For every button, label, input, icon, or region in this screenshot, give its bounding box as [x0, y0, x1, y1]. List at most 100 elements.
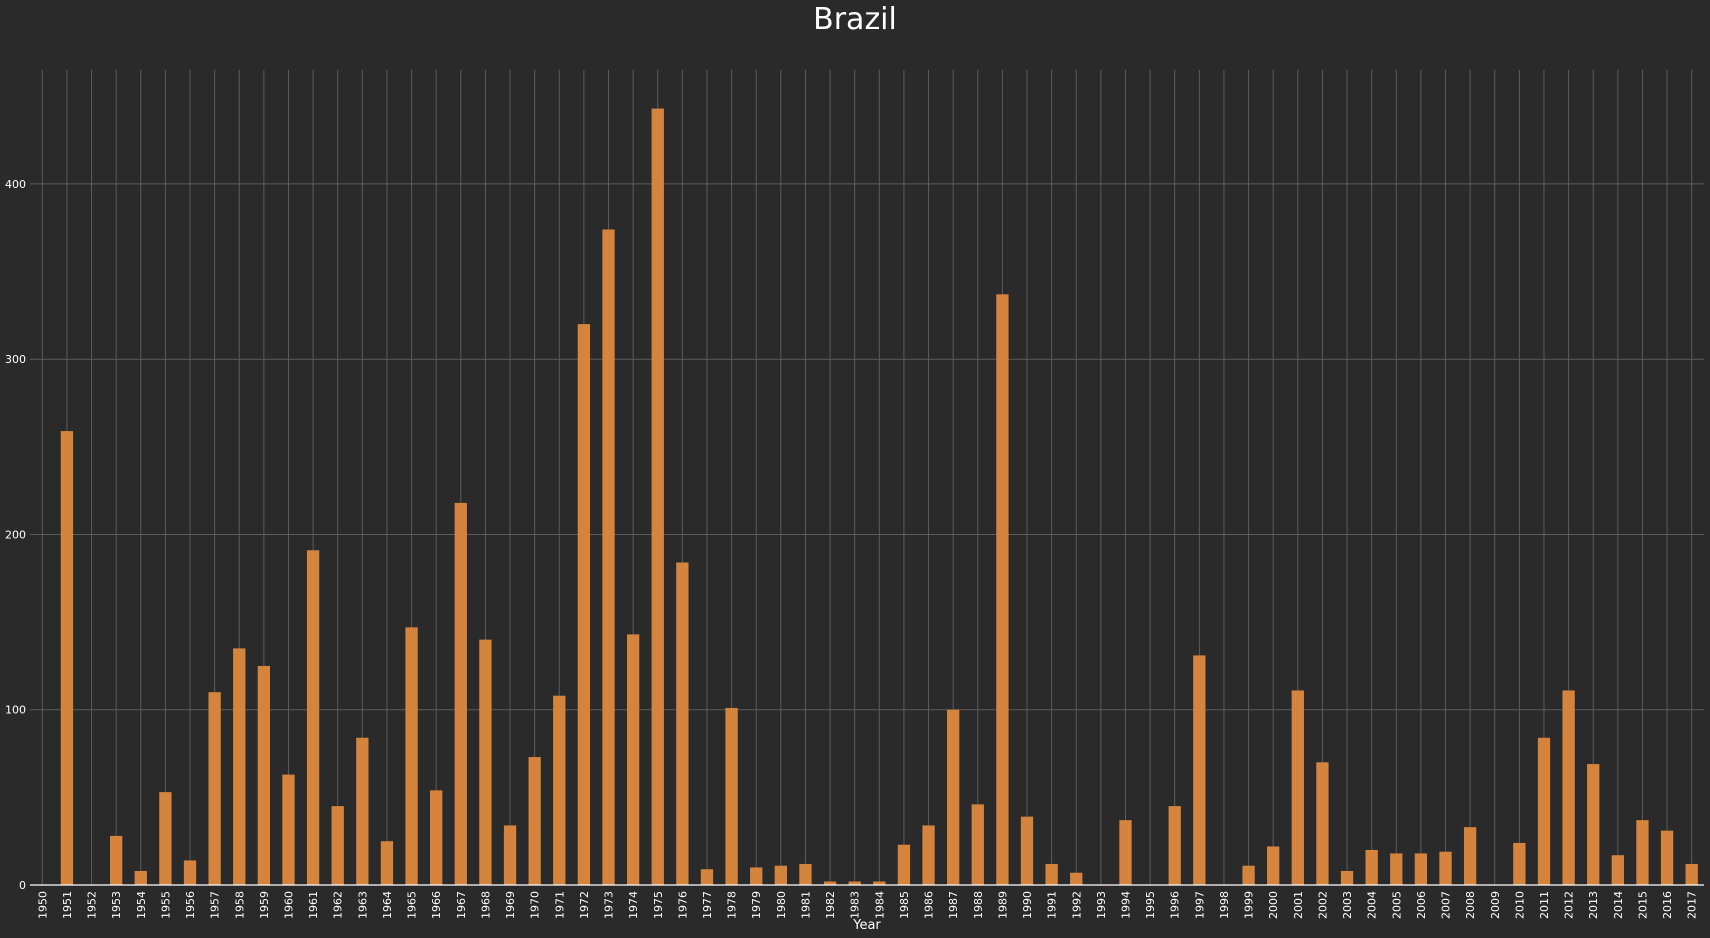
x-tick-label: 2012: [1563, 891, 1576, 919]
bar: [60, 431, 74, 885]
bar: [1045, 863, 1058, 885]
bar: [528, 757, 541, 885]
bar: [1340, 870, 1354, 885]
x-tick-label: 1971: [553, 891, 566, 919]
x-tick-label: 2002: [1316, 891, 1329, 919]
x-tick-label: 1965: [406, 891, 419, 919]
bar: [1242, 865, 1255, 885]
bar: [183, 860, 197, 885]
x-tick-label: 1959: [258, 891, 271, 919]
y-tick-label: 200: [5, 528, 26, 541]
bar: [873, 881, 886, 885]
x-axis-label: Year: [852, 918, 881, 933]
bar: [700, 869, 714, 885]
bar: [602, 229, 615, 885]
y-tick-label: 400: [5, 178, 26, 191]
x-tick-label: 1960: [282, 891, 295, 919]
x-tick-label: 1981: [799, 891, 812, 919]
x-tick-label: 2013: [1587, 891, 1600, 919]
bar: [1562, 690, 1575, 885]
x-tick-label: 1994: [1119, 891, 1132, 919]
bar: [971, 804, 984, 885]
x-tick-label: 2015: [1636, 891, 1649, 919]
bar: [725, 707, 738, 885]
bar: [331, 806, 344, 885]
x-tick-label: 1991: [1046, 891, 1059, 919]
x-tick-label: 1967: [455, 891, 468, 919]
x-tick-label: 1953: [110, 891, 123, 919]
bar: [922, 825, 935, 885]
bar: [626, 634, 640, 885]
bar: [1070, 872, 1083, 885]
x-tick-label: 1984: [873, 891, 886, 919]
x-tick-label: 1976: [676, 891, 689, 919]
bar: [577, 324, 591, 885]
bar: [651, 108, 664, 885]
x-tick-label: 1977: [701, 891, 714, 919]
x-tick-label: 2006: [1415, 891, 1428, 919]
x-tick-label: 1968: [479, 891, 492, 919]
bar: [1316, 762, 1329, 885]
bar: [1513, 842, 1526, 885]
bar: [947, 709, 960, 885]
x-tick-label: 1952: [86, 891, 99, 919]
x-tick-label: 1964: [381, 891, 394, 919]
x-tick-label: 2010: [1513, 891, 1526, 919]
x-tick-label: 1998: [1218, 891, 1231, 919]
x-tick-label: 1956: [184, 891, 197, 919]
x-tick-label: 1974: [627, 891, 640, 919]
bar: [479, 639, 492, 885]
bar: [282, 774, 295, 885]
x-tick-label: 1970: [529, 891, 542, 919]
bar: [1291, 690, 1304, 885]
x-tick-label: 2009: [1489, 891, 1502, 919]
bar: [159, 792, 172, 885]
bar: [1193, 655, 1206, 885]
x-tick-label: 1961: [307, 891, 320, 919]
bar: [1439, 851, 1452, 885]
y-tick-label: 300: [5, 353, 26, 366]
x-tick-label: 1996: [1169, 891, 1182, 919]
x-tick-label: 2008: [1464, 891, 1477, 919]
x-tick-label: 2017: [1686, 891, 1699, 919]
bar: [257, 665, 271, 885]
x-tick-label: 1969: [504, 891, 517, 919]
bar: [897, 844, 911, 885]
bar: [405, 627, 418, 885]
bar: [1020, 816, 1034, 885]
bar: [306, 550, 320, 885]
x-tick-label: 1987: [947, 891, 960, 919]
bar: [553, 695, 566, 885]
bar: [134, 870, 147, 885]
bar: [1463, 827, 1477, 885]
chart-title: Brazil: [813, 2, 897, 37]
bar: [1390, 853, 1403, 885]
bar: [208, 692, 221, 885]
x-tick-label: 1979: [750, 891, 763, 919]
x-tick-label: 1963: [356, 891, 369, 919]
x-tick-label: 1966: [430, 891, 443, 919]
bar: [1587, 764, 1600, 885]
x-tick-label: 1989: [996, 891, 1009, 919]
bar: [676, 562, 689, 885]
x-tick-label: 1983: [849, 891, 862, 919]
x-tick-label: 1995: [1144, 891, 1157, 919]
x-tick-label: 1986: [923, 891, 936, 919]
bar: [1685, 863, 1698, 885]
bar: [110, 835, 123, 885]
x-tick-label: 1958: [233, 891, 246, 919]
bar: [1611, 855, 1624, 885]
x-tick-label: 1990: [1021, 891, 1034, 919]
x-tick-label: 2003: [1341, 891, 1354, 919]
bar: [1267, 846, 1280, 885]
bar: [848, 881, 861, 885]
bar: [996, 294, 1009, 885]
bar: [1636, 820, 1649, 885]
x-tick-label: 1955: [159, 891, 172, 919]
x-tick-label: 1954: [135, 891, 148, 919]
x-tick-label: 1999: [1243, 891, 1256, 919]
bar: [233, 648, 246, 885]
x-tick-label: 1978: [726, 891, 739, 919]
